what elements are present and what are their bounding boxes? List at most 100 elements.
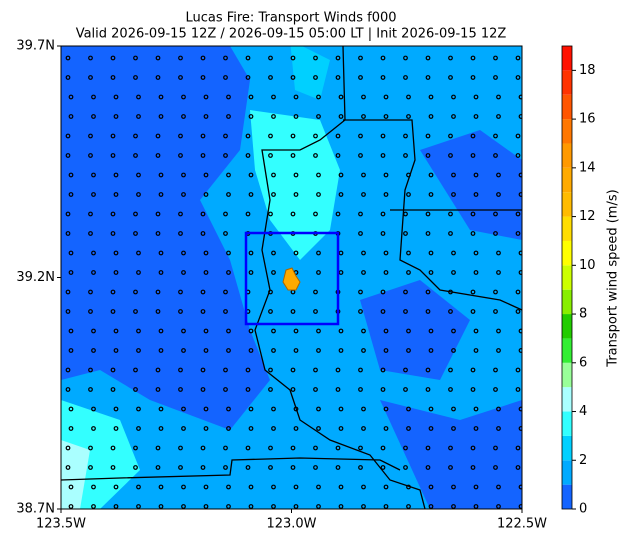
wind-station — [316, 426, 321, 431]
wind-station — [406, 406, 411, 412]
wind-station — [203, 94, 209, 100]
wind-station — [493, 211, 498, 217]
colorbar-level — [562, 46, 572, 71]
y-tick-label: 39.7N — [16, 39, 55, 54]
wind-station — [515, 75, 521, 80]
wind-station — [380, 387, 386, 392]
wind-station — [518, 114, 522, 119]
wind-station — [268, 211, 273, 217]
wind-station — [383, 172, 389, 178]
wind-station — [110, 387, 116, 392]
wind-station — [383, 484, 389, 490]
wind-station — [470, 289, 476, 295]
wind-station — [65, 367, 71, 373]
wind-station — [200, 309, 206, 314]
wind-station — [425, 75, 431, 80]
wind-station — [68, 328, 74, 334]
wind-station — [226, 94, 231, 100]
wind-station — [403, 75, 408, 80]
wind-station — [181, 192, 186, 197]
wind-station — [181, 114, 186, 119]
wind-station — [248, 172, 254, 178]
wind-station — [136, 406, 141, 412]
wind-station — [133, 289, 138, 295]
wind-station — [178, 387, 183, 392]
wind-station — [358, 153, 363, 158]
wind-station — [406, 114, 411, 119]
wind-station — [335, 153, 341, 158]
wind-station — [65, 387, 71, 392]
wind-station — [338, 94, 344, 100]
wind-station — [136, 504, 141, 509]
wind-station — [473, 328, 479, 334]
wind-station — [518, 250, 522, 256]
colorbar-level — [562, 314, 572, 339]
wind-station — [158, 250, 164, 256]
colorbar-tick-label: 8 — [579, 307, 587, 322]
wind-station — [88, 55, 93, 61]
wind-station — [133, 55, 138, 61]
wind-station — [448, 211, 453, 217]
wind-station — [383, 348, 389, 353]
colorbar-level — [562, 70, 572, 95]
wind-station — [335, 445, 341, 451]
wind-station — [425, 387, 431, 392]
colorbar-frame — [561, 45, 573, 510]
wind-station — [110, 231, 116, 236]
wind-station — [158, 406, 164, 412]
wind-station — [200, 387, 206, 392]
wind-station — [496, 114, 501, 119]
wind-station — [223, 75, 228, 80]
colorbar-tick-label: 6 — [579, 355, 587, 370]
colorbar-level — [562, 265, 572, 290]
wind-station — [316, 94, 321, 100]
wind-station — [268, 75, 273, 80]
wind-station — [178, 153, 183, 158]
wind-station — [316, 172, 321, 178]
wind-station — [293, 484, 299, 490]
wind-station — [313, 309, 318, 314]
wind-station — [155, 465, 161, 470]
wind-station — [403, 387, 408, 392]
wind-station — [158, 192, 164, 197]
wind-station — [313, 367, 318, 373]
wind-station — [110, 309, 116, 314]
x-tick-label: 123.0W — [266, 517, 316, 532]
wind-station — [425, 133, 431, 139]
wind-station — [245, 367, 251, 373]
wind-station — [68, 250, 74, 256]
wind-station — [178, 55, 183, 61]
wind-station — [380, 231, 386, 236]
wind-station — [203, 328, 209, 334]
wind-station — [155, 309, 161, 314]
wind-station — [136, 94, 141, 100]
wind-station — [68, 484, 74, 490]
wind-station — [383, 192, 389, 197]
wind-station — [245, 133, 251, 139]
wind-station — [335, 133, 341, 139]
wind-station — [245, 387, 251, 392]
wind-station — [271, 270, 276, 275]
wind-station — [293, 94, 299, 100]
wind-station — [473, 250, 479, 256]
wind-station — [65, 211, 71, 217]
wind-station — [181, 348, 186, 353]
wind-station — [91, 250, 96, 256]
wind-station — [496, 484, 501, 490]
wind-station — [178, 231, 183, 236]
field-low — [360, 280, 470, 380]
wind-station — [158, 426, 164, 431]
wind-station — [65, 75, 71, 80]
wind-station — [515, 231, 521, 236]
wind-station — [316, 406, 321, 412]
wind-station — [271, 192, 276, 197]
wind-station — [383, 270, 389, 275]
wind-station — [380, 133, 386, 139]
wind-station — [293, 192, 299, 197]
wind-station — [406, 270, 411, 275]
wind-station — [155, 289, 161, 295]
wind-station — [473, 348, 479, 353]
wind-station — [178, 367, 183, 373]
wind-station — [380, 309, 386, 314]
